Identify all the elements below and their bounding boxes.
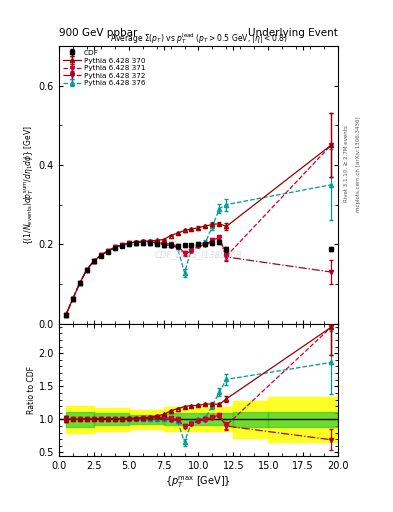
Text: 900 GeV ppbar: 900 GeV ppbar [59, 28, 137, 38]
Legend: CDF, Pythia 6.428 370, Pythia 6.428 371, Pythia 6.428 372, Pythia 6.428 376: CDF, Pythia 6.428 370, Pythia 6.428 371,… [61, 48, 147, 88]
Y-axis label: Ratio to CDF: Ratio to CDF [27, 366, 36, 414]
X-axis label: $\{p_T^{\rm max}$ [GeV]$\}$: $\{p_T^{\rm max}$ [GeV]$\}$ [165, 475, 231, 490]
Y-axis label: $\{(1/N_{\rm events}) dp_T^{\rm sum}/d\eta_1 d\phi\}$ [GeV]: $\{(1/N_{\rm events}) dp_T^{\rm sum}/d\e… [22, 125, 36, 245]
Text: Underlying Event: Underlying Event [248, 28, 338, 38]
Text: mcplots.cern.ch [arXiv:1306.3436]: mcplots.cern.ch [arXiv:1306.3436] [356, 116, 361, 211]
Text: CDF_2015_I1388868: CDF_2015_I1388868 [155, 250, 242, 259]
Text: Rivet 3.1.10, ≥ 2.7M events: Rivet 3.1.10, ≥ 2.7M events [344, 125, 349, 202]
Title: Average $\Sigma(p_T)$ vs $p_T^{\rm lead}$ ($p_T > 0.5$ GeV, $|\eta| < 0.8$): Average $\Sigma(p_T)$ vs $p_T^{\rm lead}… [110, 31, 287, 46]
